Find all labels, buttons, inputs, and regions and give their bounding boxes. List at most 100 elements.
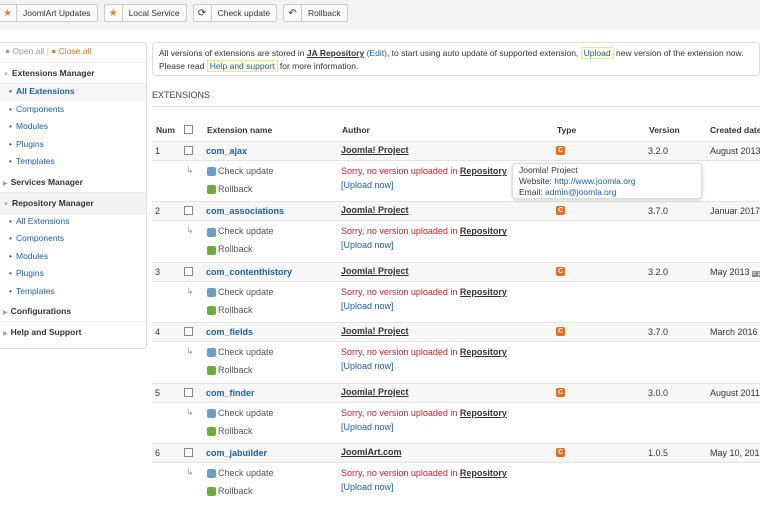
author-link[interactable]: JoomlArt.com (341, 447, 402, 457)
author-link[interactable]: Joomla! Project (341, 265, 409, 276)
ja-repository-link[interactable]: JA Repository (306, 48, 365, 58)
row-checkbox[interactable] (184, 448, 193, 459)
row-num: 4 (155, 327, 161, 338)
sidebar-extensions-manager[interactable]: ▼ Extensions Manager (0, 63, 146, 84)
child-arrow-icon: ↳ (186, 165, 194, 175)
minus-circle-icon: ● (51, 46, 57, 56)
upload-now-link[interactable]: [Upload now] (341, 482, 394, 492)
no-version-message: Sorry, no version uploaded in Repository (341, 407, 507, 418)
close-all-link[interactable]: ● Close all (51, 46, 92, 56)
caret-down-icon: ▼ (3, 72, 9, 78)
sidebar-help-support[interactable]: ▶ Help and Support (3, 327, 82, 337)
sidebar-item-templates[interactable]: • Templates (9, 156, 55, 166)
caret-down-icon: ▼ (3, 201, 9, 208)
joomlart-updates-button[interactable]: ★ JoomlArt Updates (0, 4, 98, 22)
author-link[interactable]: Joomla! Project (341, 326, 409, 337)
sidebar-repository-manager[interactable]: ▼ Repository Manager (0, 192, 146, 214)
component-type-icon: C (556, 146, 565, 155)
row-actions: ↳ Check update Rollback Sorry, no versio… (152, 162, 760, 202)
row-actions: ↳ Check update Rollback Sorry, no versio… (152, 464, 760, 504)
row-num: 3 (155, 266, 161, 277)
age-badge: 5 ye (751, 270, 760, 277)
version: 3.2.0 (648, 266, 669, 277)
rollback-link[interactable]: Rollback (207, 184, 253, 195)
extension-name-link[interactable]: com_fields (206, 327, 254, 338)
extension-name-link[interactable]: com_jabuilder (206, 448, 268, 458)
row-num: 6 (155, 448, 161, 458)
sidebar-item-modules[interactable]: • Modules (9, 121, 49, 131)
row-checkbox[interactable] (184, 387, 193, 399)
row-actions: ↳ Check update Rollback Sorry, no versio… (152, 343, 760, 383)
author-link[interactable]: Joomla! Project (341, 205, 409, 216)
local-service-button[interactable]: ★ Local Service (103, 4, 187, 22)
header-name: Extension name (207, 125, 273, 135)
repository-link[interactable]: Repository (459, 166, 507, 176)
repository-link[interactable]: Repository (459, 286, 507, 297)
upload-link[interactable]: Upload (580, 47, 614, 59)
child-arrow-icon: ↳ (186, 346, 194, 357)
upload-now-link[interactable]: [Upload now] (341, 180, 394, 190)
component-type-icon: C (556, 266, 565, 276)
rollback-link[interactable]: Rollback (207, 365, 253, 376)
header-created: Created date (710, 125, 760, 135)
component-type-icon: C (556, 327, 565, 337)
check-update-link[interactable]: Check update (207, 226, 274, 237)
sidebar-services-manager[interactable]: ▶ Services Manager (0, 172, 146, 193)
extension-name-link[interactable]: com_associations (206, 206, 285, 217)
component-type-icon: C (556, 387, 565, 397)
check-update-button[interactable]: ⟳ Check update (192, 4, 278, 22)
sidebar-item-components[interactable]: • Components (9, 103, 65, 114)
sidebar-repo-modules[interactable]: • Modules (9, 250, 49, 261)
repository-link[interactable]: Repository (459, 468, 507, 478)
select-all-checkbox[interactable] (184, 125, 193, 136)
repository-link[interactable]: Repository (459, 226, 507, 237)
check-update-link[interactable]: Check update (207, 166, 274, 177)
sidebar-repo-components[interactable]: • Components (9, 233, 65, 243)
check-update-icon (207, 408, 216, 418)
extension-name-link[interactable]: com_finder (206, 387, 255, 398)
row-checkbox[interactable] (184, 206, 193, 217)
star-icon: ★ (0, 5, 17, 21)
rollback-link[interactable]: Rollback (207, 305, 253, 315)
repository-link[interactable]: Repository (459, 347, 507, 358)
check-update-link[interactable]: Check update (207, 408, 274, 418)
component-type-icon: C (556, 206, 565, 216)
author-link[interactable]: Joomla! Project (341, 145, 409, 155)
toolbar: ★ JoomlArt Updates ★ Local Service ⟳ Check … (0, 0, 760, 30)
rollback-button[interactable]: ↶ Rollback (283, 4, 348, 22)
created-date: Januar 2017 (710, 206, 760, 217)
row-checkbox[interactable] (184, 327, 193, 338)
rollback-link[interactable]: Rollback (207, 486, 253, 497)
child-arrow-icon: ↳ (186, 406, 194, 417)
open-all-link[interactable]: ● Open all (5, 46, 45, 56)
repository-link[interactable]: Repository (459, 407, 507, 418)
sidebar-repo-all-extensions[interactable]: • All Extensions (9, 215, 70, 226)
check-update-link[interactable]: Check update (207, 468, 274, 479)
tooltip-email: Email: admin@joomla.org (519, 187, 617, 197)
rollback-link[interactable]: Rollback (207, 244, 253, 255)
author-link[interactable]: Joomla! Project (341, 386, 409, 397)
header-version: Version (649, 125, 680, 135)
extension-name-link[interactable]: com_ajax (206, 146, 248, 156)
sidebar-configurations[interactable]: ▶ Configurations (0, 301, 146, 322)
row-checkbox[interactable] (184, 266, 193, 278)
rollback-link[interactable]: Rollback (207, 426, 253, 436)
website-link[interactable]: http://www.joomla.org (554, 176, 636, 186)
check-update-link[interactable]: Check update (207, 347, 274, 358)
edit-link[interactable]: (Edit) (366, 48, 387, 58)
extension-name-link[interactable]: com_contenthistory (206, 266, 293, 277)
row-checkbox[interactable] (184, 146, 193, 157)
help-support-link[interactable]: Help and support (206, 60, 278, 72)
check-update-link[interactable]: Check update (207, 287, 274, 297)
rollback-icon (207, 305, 216, 315)
sidebar-item-plugins[interactable]: • Plugins (9, 138, 44, 149)
sidebar-item-all-extensions[interactable]: • All Extensions (0, 84, 146, 102)
upload-now-link[interactable]: [Upload now] (341, 300, 394, 311)
email-link[interactable]: admin@joomla.org (545, 187, 617, 197)
sidebar-repo-plugins[interactable]: • Plugins (9, 268, 44, 278)
upload-now-link[interactable]: [Upload now] (341, 361, 394, 372)
upload-now-link[interactable]: [Upload now] (341, 240, 394, 251)
sidebar-repo-templates[interactable]: • Templates (9, 285, 55, 296)
upload-now-link[interactable]: [Upload now] (341, 421, 394, 432)
